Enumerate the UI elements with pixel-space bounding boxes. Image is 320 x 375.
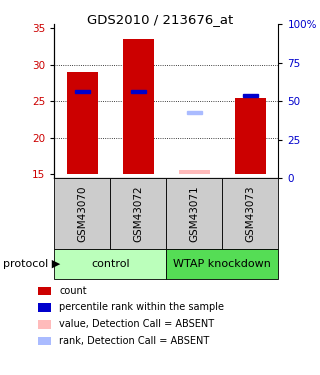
Bar <box>243 94 258 97</box>
Text: control: control <box>91 260 130 269</box>
Bar <box>166 249 278 279</box>
Text: GSM43070: GSM43070 <box>77 186 87 242</box>
Bar <box>235 98 266 174</box>
Text: GDS2010 / 213676_at: GDS2010 / 213676_at <box>87 13 233 26</box>
Text: GSM43071: GSM43071 <box>189 186 199 242</box>
Text: rank, Detection Call = ABSENT: rank, Detection Call = ABSENT <box>59 336 210 346</box>
Text: percentile rank within the sample: percentile rank within the sample <box>59 303 224 312</box>
Bar <box>187 111 202 114</box>
Bar <box>123 39 154 174</box>
Text: GSM43073: GSM43073 <box>245 186 255 242</box>
Bar <box>222 178 278 249</box>
Bar <box>179 170 210 174</box>
Bar <box>131 90 146 93</box>
Bar <box>54 178 110 249</box>
Bar <box>166 178 222 249</box>
Text: value, Detection Call = ABSENT: value, Detection Call = ABSENT <box>59 320 214 329</box>
Bar <box>67 72 98 174</box>
Text: GSM43072: GSM43072 <box>133 186 143 242</box>
Text: count: count <box>59 286 87 296</box>
Text: WTAP knockdown: WTAP knockdown <box>173 260 271 269</box>
Bar <box>75 90 90 93</box>
Text: protocol ▶: protocol ▶ <box>3 260 60 269</box>
Bar <box>54 249 166 279</box>
Bar <box>110 178 166 249</box>
